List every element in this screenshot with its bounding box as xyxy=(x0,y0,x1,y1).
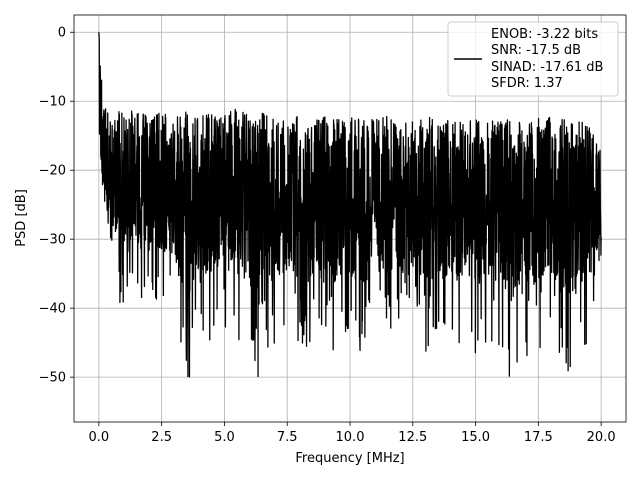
x-axis-title: Frequency [MHz] xyxy=(295,451,404,466)
legend: ENOB: -3.22 bits SNR: -17.5 dB SINAD: -1… xyxy=(447,21,619,97)
legend-entry-sfdr: SFDR: 1.37 xyxy=(491,76,563,91)
psd-line xyxy=(98,32,602,378)
y-tick-label: 0 xyxy=(58,26,66,41)
x-tick-label: 0.0 xyxy=(89,430,110,445)
legend-box xyxy=(447,21,619,97)
x-tick-label: 20.0 xyxy=(587,430,616,445)
y-tick-label: −10 xyxy=(39,95,66,110)
x-axis-ticks: 0.0 2.5 5.0 7.5 10.0 12.5 15.0 17.5 20.0 xyxy=(89,422,616,445)
x-tick-label: 2.5 xyxy=(151,430,172,445)
plot-area xyxy=(98,32,602,378)
legend-entry-snr: SNR: -17.5 dB xyxy=(491,43,581,58)
y-tick-label: −20 xyxy=(39,164,66,179)
x-tick-label: 12.5 xyxy=(398,430,427,445)
legend-entry-enob: ENOB: -3.22 bits xyxy=(491,27,598,42)
y-tick-label: −50 xyxy=(39,371,66,386)
legend-entry-sinad: SINAD: -17.61 dB xyxy=(491,60,603,75)
x-tick-label: 7.5 xyxy=(277,430,298,445)
y-tick-label: −30 xyxy=(39,233,66,248)
x-tick-label: 5.0 xyxy=(214,430,235,445)
x-tick-label: 17.5 xyxy=(524,430,553,445)
y-tick-label: −40 xyxy=(39,302,66,317)
y-axis-ticks: 0 −10 −20 −30 −40 −50 xyxy=(39,26,74,386)
psd-series xyxy=(98,32,602,378)
x-tick-label: 15.0 xyxy=(461,430,490,445)
x-tick-label: 10.0 xyxy=(336,430,365,445)
y-axis-title: PSD [dB] xyxy=(14,189,29,247)
